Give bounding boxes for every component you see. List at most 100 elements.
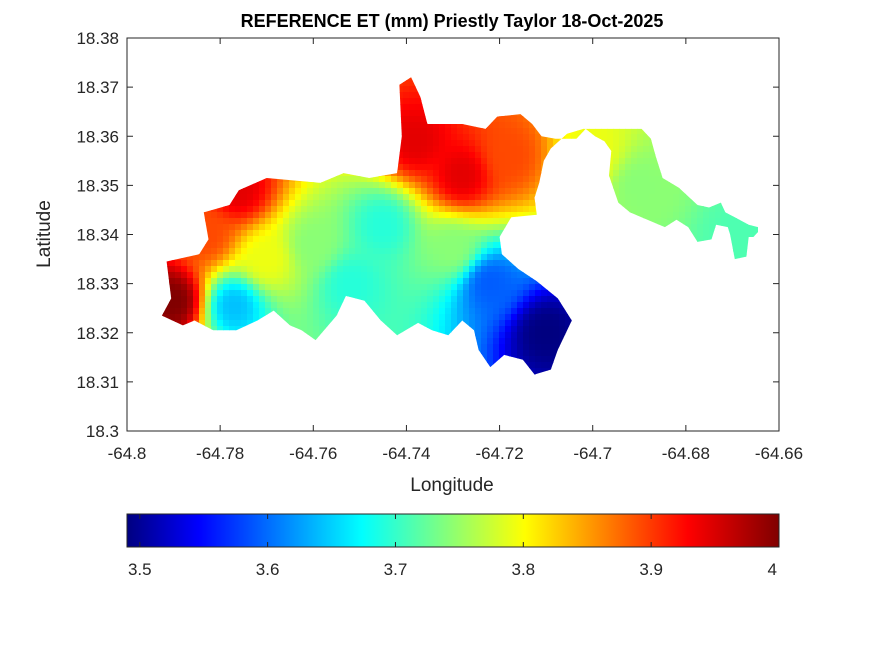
- et-field-cell: [337, 206, 344, 213]
- et-field-cell: [283, 242, 290, 249]
- et-field-cell: [649, 182, 656, 189]
- et-field-cell: [325, 248, 332, 255]
- et-field-cell: [367, 212, 374, 219]
- et-field-cell: [481, 176, 488, 183]
- et-field-cell: [211, 254, 218, 261]
- et-field-cell: [463, 146, 470, 153]
- et-field-cell: [493, 260, 500, 267]
- et-field-cell: [337, 182, 344, 189]
- et-field-cell: [265, 212, 272, 219]
- et-field-cell: [217, 278, 224, 285]
- et-field-cell: [307, 188, 314, 195]
- et-field-cell: [499, 146, 506, 153]
- et-field-cell: [355, 218, 362, 225]
- et-field-cell: [703, 218, 710, 225]
- et-field-cell: [421, 206, 428, 213]
- et-field-cell: [259, 242, 266, 249]
- et-field-cell: [475, 302, 482, 309]
- et-field-cell: [487, 188, 494, 195]
- et-field-cell: [217, 248, 224, 255]
- et-field-cell: [457, 248, 464, 255]
- et-field-cell: [475, 254, 482, 261]
- et-field-cell: [517, 152, 524, 159]
- et-field-cell: [487, 278, 494, 285]
- et-field-cell: [499, 116, 506, 123]
- et-field-cell: [403, 104, 410, 111]
- et-field-cell: [643, 182, 650, 189]
- et-field-cell: [427, 254, 434, 261]
- et-field-cell: [415, 248, 422, 255]
- et-field-cell: [289, 296, 296, 303]
- et-field-cell: [169, 272, 176, 279]
- et-field-cell: [271, 284, 278, 291]
- et-field-cell: [301, 266, 308, 273]
- et-field-cell: [427, 122, 434, 129]
- et-field-cell: [241, 224, 248, 231]
- et-field-cell: [313, 284, 320, 291]
- et-field-cell: [427, 236, 434, 243]
- et-field-cell: [451, 248, 458, 255]
- et-field-cell: [421, 290, 428, 297]
- et-field-cell: [337, 230, 344, 237]
- et-field-cell: [547, 308, 554, 315]
- et-field-cell: [487, 296, 494, 303]
- et-field-cell: [307, 218, 314, 225]
- et-field-cell: [229, 224, 236, 231]
- et-field-cell: [331, 212, 338, 219]
- et-field-cell: [235, 224, 242, 231]
- et-field-cell: [523, 290, 530, 297]
- et-field-cell: [427, 128, 434, 135]
- et-field-cell: [457, 230, 464, 237]
- et-field-cell: [409, 182, 416, 189]
- et-field-cell: [367, 230, 374, 237]
- et-field-cell: [337, 236, 344, 243]
- et-field-cell: [193, 272, 200, 279]
- et-field-cell: [229, 236, 236, 243]
- et-field-cell: [511, 290, 518, 297]
- et-field-cell: [319, 212, 326, 219]
- et-field-cell: [475, 164, 482, 171]
- et-field-cell: [331, 194, 338, 201]
- et-field-cell: [487, 128, 494, 135]
- et-field-cell: [235, 266, 242, 273]
- et-field-cell: [385, 302, 392, 309]
- et-field-cell: [433, 128, 440, 135]
- et-field-cell: [265, 176, 272, 183]
- et-field-cell: [505, 194, 512, 201]
- et-field-cell: [421, 266, 428, 273]
- et-field-cell: [307, 302, 314, 309]
- et-field-cell: [475, 278, 482, 285]
- et-field-cell: [457, 164, 464, 171]
- et-field-cell: [385, 242, 392, 249]
- et-field-cell: [457, 128, 464, 135]
- et-field-cell: [319, 236, 326, 243]
- et-field-cell: [259, 278, 266, 285]
- et-field-cell: [343, 188, 350, 195]
- et-field-cell: [241, 308, 248, 315]
- et-field-cell: [367, 206, 374, 213]
- et-field-cell: [403, 236, 410, 243]
- et-field-cell: [439, 188, 446, 195]
- et-field-cell: [349, 206, 356, 213]
- et-field-cell: [451, 242, 458, 249]
- et-field-cell: [625, 134, 632, 141]
- et-field-cell: [475, 194, 482, 201]
- et-field-cell: [409, 230, 416, 237]
- et-field-cell: [613, 128, 620, 135]
- et-field-cell: [343, 182, 350, 189]
- et-field-cell: [265, 242, 272, 249]
- et-field-cell: [247, 236, 254, 243]
- et-field-cell: [349, 248, 356, 255]
- et-field-cell: [223, 284, 230, 291]
- et-field-cell: [637, 212, 644, 219]
- et-field-cell: [373, 212, 380, 219]
- et-field-cell: [187, 272, 194, 279]
- et-field-cell: [199, 308, 206, 315]
- et-field-cell: [451, 290, 458, 297]
- et-field-cell: [235, 218, 242, 225]
- et-field-cell: [421, 218, 428, 225]
- et-field-cell: [211, 272, 218, 279]
- et-field-cell: [439, 248, 446, 255]
- et-field-cell: [607, 128, 614, 135]
